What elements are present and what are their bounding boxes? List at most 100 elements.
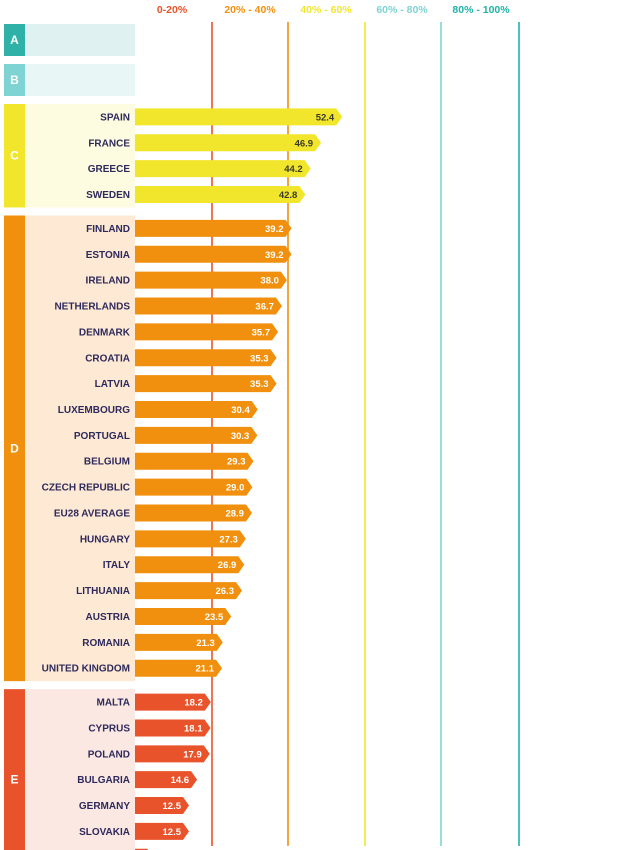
group-band-e bbox=[25, 689, 135, 850]
country-label: LITHUANIA bbox=[76, 586, 130, 597]
value-label: 18.1 bbox=[184, 723, 203, 734]
bar-luxembourg bbox=[135, 401, 258, 419]
bar-bulgaria bbox=[135, 771, 198, 789]
bar-austria bbox=[135, 607, 232, 625]
band-label-1: 0-20% bbox=[157, 4, 188, 16]
country-label: ITALY bbox=[103, 560, 131, 571]
country-label: SLOVAKIA bbox=[79, 827, 130, 838]
value-label: 21.3 bbox=[196, 638, 215, 649]
country-label: LATVIA bbox=[95, 379, 130, 390]
country-label: CZECH REPUBLIC bbox=[42, 483, 130, 494]
value-label: 35.7 bbox=[252, 327, 271, 338]
value-label: 12.5 bbox=[163, 801, 182, 812]
value-label: 46.9 bbox=[295, 138, 314, 149]
group-tab-a bbox=[4, 24, 25, 56]
group-tab-c bbox=[4, 104, 25, 208]
bar-eu28-average bbox=[135, 504, 252, 522]
group-band-a bbox=[25, 24, 135, 56]
value-label: 18.2 bbox=[184, 698, 203, 709]
value-label: 26.3 bbox=[215, 586, 234, 597]
value-label: 44.2 bbox=[284, 164, 303, 175]
bar-denmark bbox=[135, 323, 279, 341]
bar-sweden bbox=[135, 186, 306, 204]
value-label: 38.0 bbox=[260, 276, 279, 287]
bar-belgium bbox=[135, 452, 254, 470]
country-label: FRANCE bbox=[88, 138, 130, 149]
value-label: 39.2 bbox=[265, 224, 284, 235]
country-label: SWEDEN bbox=[86, 190, 130, 201]
band-label-3: 40% - 60% bbox=[300, 4, 352, 16]
country-label: CYPRUS bbox=[88, 723, 130, 734]
bar-netherlands bbox=[135, 297, 282, 315]
group-band-b bbox=[25, 64, 135, 96]
bar-slovakia bbox=[135, 822, 189, 840]
bar-poland bbox=[135, 745, 210, 763]
value-label: 35.3 bbox=[250, 353, 269, 364]
country-label: CROATIA bbox=[85, 353, 130, 364]
country-label: MALTA bbox=[96, 698, 130, 709]
bar-germany bbox=[135, 797, 189, 815]
bar-estonia bbox=[135, 245, 292, 263]
bar-spain bbox=[135, 108, 343, 126]
value-label: 29.0 bbox=[226, 483, 245, 494]
value-label: 30.3 bbox=[231, 431, 250, 442]
group-label-e: E bbox=[10, 773, 18, 787]
value-label: 35.3 bbox=[250, 379, 269, 390]
bar-united-kingdom bbox=[135, 659, 223, 677]
value-label: 30.4 bbox=[231, 405, 250, 416]
country-label: FINLAND bbox=[86, 224, 130, 235]
country-label: EU28 AVERAGE bbox=[54, 508, 130, 519]
bar-czech-republic bbox=[135, 478, 253, 496]
band-label-5: 80% - 100% bbox=[452, 4, 510, 16]
group-tab-e bbox=[4, 689, 25, 850]
value-label: 42.8 bbox=[279, 190, 298, 201]
group-band-c bbox=[25, 104, 135, 208]
value-label: 36.7 bbox=[255, 302, 274, 313]
bar-lithuania bbox=[135, 582, 242, 600]
bar-france bbox=[135, 134, 322, 152]
bar-croatia bbox=[135, 349, 277, 367]
value-label: 27.3 bbox=[219, 534, 238, 545]
value-label: 12.5 bbox=[163, 827, 182, 838]
bar-italy bbox=[135, 556, 245, 574]
bar-finland bbox=[135, 219, 292, 237]
value-label: 26.9 bbox=[218, 560, 237, 571]
country-label: LUXEMBOURG bbox=[58, 405, 130, 416]
group-tab-b bbox=[4, 64, 25, 96]
country-label: IRELAND bbox=[86, 276, 130, 287]
bar-cyprus bbox=[135, 719, 211, 737]
country-label: POLAND bbox=[88, 749, 130, 760]
band-label-4: 60% - 80% bbox=[376, 4, 428, 16]
country-label: BULGARIA bbox=[77, 775, 130, 786]
value-label: 29.3 bbox=[227, 457, 246, 468]
country-label: ESTONIA bbox=[86, 250, 130, 261]
group-label-d: D bbox=[10, 441, 19, 455]
group-label-b: B bbox=[10, 73, 19, 87]
bar-hungary bbox=[135, 530, 246, 548]
country-label: PORTUGAL bbox=[74, 431, 130, 442]
group-label-c: C bbox=[10, 149, 19, 163]
country-label: UNITED KINGDOM bbox=[42, 664, 130, 675]
value-label: 52.4 bbox=[316, 112, 335, 123]
country-label: GREECE bbox=[88, 164, 131, 175]
bar-portugal bbox=[135, 426, 258, 444]
bar-greece bbox=[135, 160, 311, 178]
value-label: 39.2 bbox=[265, 250, 284, 261]
bar-latvia bbox=[135, 375, 277, 393]
group-tab-d bbox=[4, 215, 25, 682]
country-label: NETHERLANDS bbox=[54, 302, 130, 313]
band-label-2: 20% - 40% bbox=[224, 4, 276, 16]
bar-malta bbox=[135, 693, 211, 711]
country-label: DENMARK bbox=[79, 327, 131, 338]
value-label: 28.9 bbox=[225, 508, 244, 519]
country-label: AUSTRIA bbox=[86, 612, 130, 623]
country-label: SPAIN bbox=[100, 112, 130, 123]
country-label: HUNGARY bbox=[80, 534, 131, 545]
country-label: ROMANIA bbox=[82, 638, 130, 649]
bar-ireland bbox=[135, 271, 287, 289]
value-label: 14.6 bbox=[171, 775, 190, 786]
group-band-d bbox=[25, 215, 135, 682]
country-label: BELGIUM bbox=[84, 457, 130, 468]
bar-romania bbox=[135, 633, 223, 651]
